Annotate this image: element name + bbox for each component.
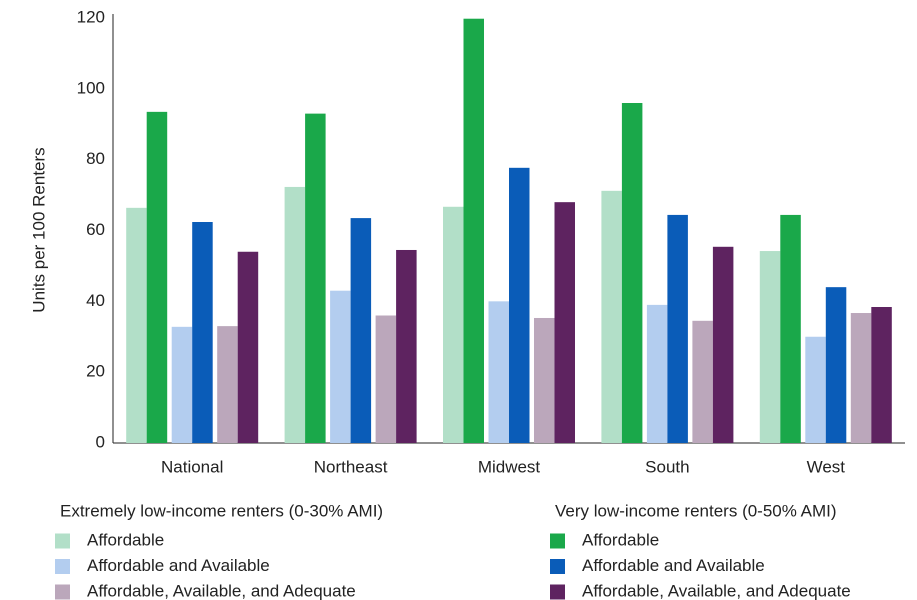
y-tick-label: 120 bbox=[77, 7, 105, 26]
y-tick-label: 20 bbox=[86, 362, 105, 381]
x-tick-label: South bbox=[645, 457, 689, 476]
bar bbox=[646, 304, 668, 443]
bar bbox=[509, 167, 530, 443]
legend-label: Affordable and Available bbox=[87, 556, 270, 575]
y-tick-label: 100 bbox=[77, 78, 105, 97]
bar bbox=[601, 190, 622, 443]
bar bbox=[375, 315, 397, 443]
x-tick-label: West bbox=[807, 457, 846, 476]
legend-swatch bbox=[55, 559, 70, 574]
bar bbox=[554, 202, 575, 443]
y-tick-label: 60 bbox=[86, 220, 105, 239]
y-tick-label: 40 bbox=[86, 291, 105, 310]
bar bbox=[237, 251, 259, 443]
bar bbox=[759, 251, 781, 443]
legend-label: Affordable, Available, and Adequate bbox=[87, 581, 356, 600]
bar bbox=[330, 290, 351, 443]
bar bbox=[284, 186, 306, 443]
bar bbox=[350, 218, 372, 443]
bar bbox=[146, 111, 168, 444]
bar bbox=[850, 313, 872, 443]
legend-title: Extremely low-income renters (0-30% AMI) bbox=[60, 501, 383, 520]
x-tick-label: Northeast bbox=[314, 457, 388, 476]
bar bbox=[667, 214, 688, 443]
bar bbox=[825, 287, 847, 443]
legend-swatch bbox=[55, 533, 70, 549]
legend-swatch bbox=[55, 584, 70, 600]
x-tick-label: National bbox=[161, 457, 223, 476]
legend-title: Very low-income renters (0-50% AMI) bbox=[555, 501, 837, 520]
bar bbox=[780, 214, 801, 443]
legend-swatch bbox=[550, 533, 565, 549]
bar bbox=[488, 301, 509, 443]
legend-label: Affordable bbox=[87, 530, 164, 549]
bar bbox=[396, 249, 417, 443]
bar bbox=[871, 307, 892, 443]
legend-label: Affordable, Available, and Adequate bbox=[582, 581, 851, 600]
y-tick-label: 0 bbox=[96, 432, 105, 451]
bar bbox=[192, 222, 213, 443]
y-axis-label: Units per 100 Renters bbox=[29, 147, 48, 312]
legend-label: Affordable bbox=[582, 530, 659, 549]
legend-swatch bbox=[550, 584, 565, 600]
bar bbox=[305, 113, 326, 443]
y-tick-label: 80 bbox=[86, 149, 105, 168]
bar bbox=[621, 103, 643, 443]
bar bbox=[126, 207, 147, 443]
bar bbox=[443, 206, 464, 443]
bar bbox=[463, 18, 484, 443]
x-tick-label: Midwest bbox=[478, 457, 541, 476]
bar bbox=[534, 317, 555, 443]
bar bbox=[692, 320, 713, 443]
legend-label: Affordable and Available bbox=[582, 556, 765, 575]
bar bbox=[712, 246, 734, 443]
bar bbox=[217, 326, 238, 443]
bar bbox=[171, 326, 193, 443]
legend-swatch bbox=[550, 559, 565, 574]
bar bbox=[805, 336, 826, 443]
